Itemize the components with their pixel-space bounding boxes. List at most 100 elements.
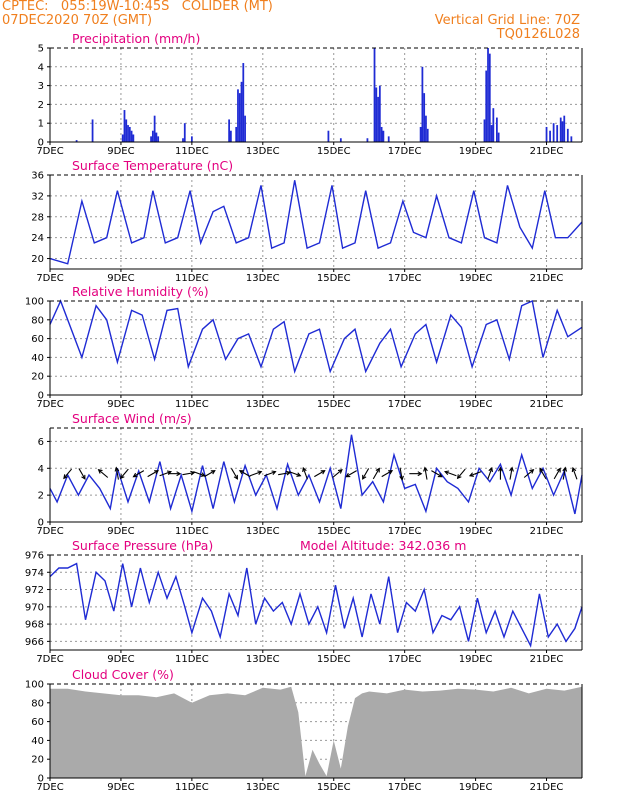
series-line (49, 562, 583, 648)
wind-arrow-head (388, 470, 394, 475)
x-tick-label: 7DEC (36, 526, 63, 537)
precip-bar (483, 119, 486, 142)
wind-arrow-shaft (381, 470, 393, 478)
wind-arrow-head (556, 467, 561, 473)
precip-bar (375, 87, 378, 142)
wind-arrow (302, 466, 308, 480)
x-tick-label: 17DEC (388, 273, 422, 284)
wind-arrow-head (210, 470, 216, 475)
wind-arrow-head (190, 470, 196, 476)
wind-arrow-head (154, 470, 159, 475)
precip-bar (556, 125, 559, 142)
precip-bar (561, 121, 564, 142)
x-tick-label: 11DEC (175, 782, 209, 793)
y-tick-label: 40 (31, 736, 44, 747)
wind-arrow-head (200, 472, 206, 477)
precip-bar (123, 110, 126, 142)
wind-arrow (456, 468, 466, 480)
wind-arrow (523, 469, 535, 478)
y-tick-label: 60 (31, 334, 44, 345)
precip-bar (488, 53, 491, 142)
wind-arrow-head (562, 466, 568, 472)
wind-arrow (372, 467, 380, 480)
wind-arrow (182, 470, 196, 476)
x-tick-label: 19DEC (459, 273, 493, 284)
wind-arrow-shaft (288, 471, 301, 477)
precip-bar (151, 130, 154, 142)
y-tick-label: 60 (31, 717, 44, 728)
wind-arrow (278, 470, 292, 476)
wind-arrow-shaft (444, 471, 457, 477)
precip-bar (492, 108, 495, 142)
wind-arrow-shaft (193, 471, 205, 477)
wind-arrow-shaft (115, 467, 119, 480)
wind-arrow-shaft (120, 468, 129, 479)
y-tick-label: 80 (31, 698, 44, 709)
wind-arrow (362, 468, 370, 480)
x-tick-label: 13DEC (246, 782, 280, 793)
wind-arrow-shaft (572, 467, 578, 480)
precip-bar (549, 130, 551, 142)
wind-arrow (468, 471, 482, 477)
wind-arrow-head (286, 470, 292, 476)
wind-arrow-head (509, 466, 514, 472)
wind-arrow-shaft (133, 470, 145, 478)
wind-arrow-shaft (264, 471, 276, 477)
precip-bar (339, 138, 342, 142)
wind-arrow-shaft (204, 470, 216, 478)
wind-arrow-shaft (431, 470, 443, 478)
y-tick-label: 0 (38, 774, 44, 785)
panel-title: Surface Pressure (hPa) (72, 538, 213, 553)
x-tick-label: 9DEC (107, 146, 134, 157)
panel-6 (47, 683, 583, 781)
wind-arrow-shaft (487, 467, 493, 480)
series-line (49, 299, 583, 374)
wind-arrow-shaft (457, 468, 466, 479)
wind-arrow (78, 468, 86, 480)
wind-arrow-head (362, 474, 367, 480)
wind-arrow (409, 471, 423, 477)
wind-arrow (288, 471, 302, 477)
wind-arrow-shaft (509, 467, 513, 480)
precip-bar (235, 126, 238, 142)
y-tick-label: 966 (25, 637, 44, 648)
wind-arrow-head (468, 472, 474, 477)
wind-arrow-head (176, 471, 182, 477)
precip-bar (485, 70, 488, 142)
wind-arrow-shaft (147, 470, 159, 478)
wind-arrow-head (132, 472, 138, 478)
y-tick-label: 0 (38, 138, 44, 149)
x-tick-label: 19DEC (459, 526, 493, 537)
precip-bar (244, 115, 246, 142)
precip-bar (566, 128, 569, 142)
precip-bar (495, 117, 498, 142)
wind-arrow (314, 470, 326, 478)
wind-arrow-head (257, 470, 263, 475)
panel-title: Surface Wind (m/s) (72, 411, 192, 426)
wind-arrow (97, 469, 109, 478)
wind-arrow-head (375, 467, 380, 473)
x-tick-label: 11DEC (175, 654, 209, 665)
wind-arrow-head (571, 466, 577, 473)
y-tick-label: 32 (31, 191, 44, 202)
precip-bar (419, 126, 422, 142)
x-tick-label: 13DEC (246, 146, 280, 157)
y-tick-label: 5 (38, 44, 44, 55)
wind-arrow-head (114, 466, 120, 472)
x-tick-label: 19DEC (459, 399, 493, 410)
wind-arrow-shaft (314, 470, 326, 478)
wind-arrow-head (81, 474, 86, 480)
series-line (49, 180, 583, 265)
wind-arrow-shaft (469, 471, 482, 477)
y-tick-label: 970 (25, 602, 44, 613)
x-tick-label: 15DEC (317, 782, 351, 793)
wind-arrow-shaft (372, 468, 380, 480)
x-tick-label: 17DEC (388, 526, 422, 537)
precip-bar (425, 115, 427, 142)
wind-arrow-head (498, 466, 503, 472)
x-tick-label: 21DEC (530, 146, 564, 157)
wind-arrow-shaft (182, 472, 195, 476)
wind-arrow-shaft (424, 467, 428, 480)
panel-3 (47, 299, 583, 398)
wind-arrow (147, 470, 159, 478)
